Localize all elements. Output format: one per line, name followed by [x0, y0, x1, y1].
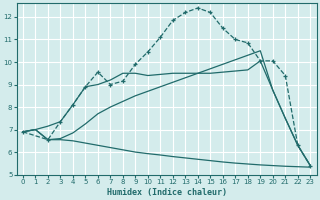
- X-axis label: Humidex (Indice chaleur): Humidex (Indice chaleur): [107, 188, 227, 197]
